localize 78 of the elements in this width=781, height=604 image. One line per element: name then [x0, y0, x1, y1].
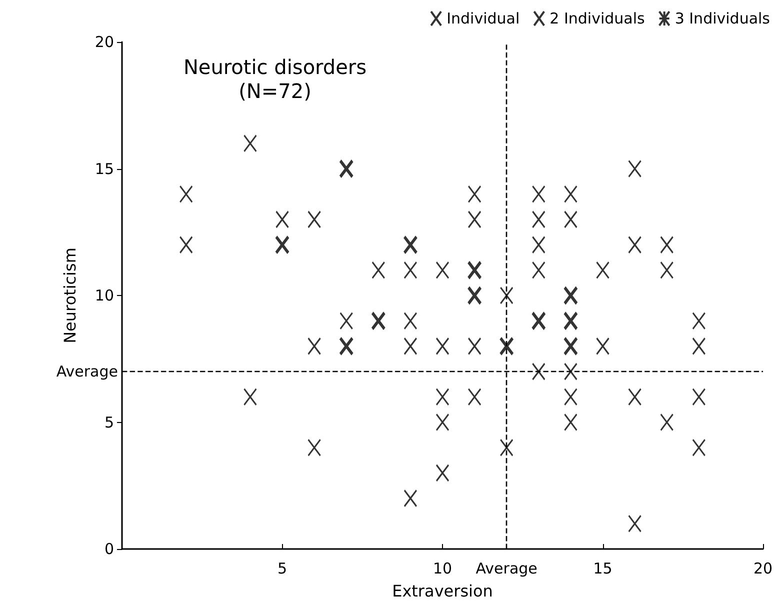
point [628, 388, 642, 406]
x-tick-label: 5 [277, 560, 288, 578]
point [467, 260, 482, 280]
point [338, 159, 354, 178]
point [436, 464, 450, 482]
point [404, 337, 418, 355]
x-tick-label: 15 [593, 560, 612, 578]
point [468, 185, 482, 203]
point [660, 236, 674, 254]
point [532, 210, 546, 228]
point [564, 413, 578, 432]
point [500, 438, 514, 456]
point [436, 413, 450, 432]
point [628, 160, 642, 178]
point [692, 337, 706, 355]
point [308, 438, 322, 456]
point [468, 388, 482, 406]
point [179, 185, 193, 203]
y-tick-label: 15 [94, 160, 114, 178]
point [404, 490, 418, 508]
y-tick-label: 0 [104, 540, 114, 558]
point [564, 388, 578, 406]
point [338, 336, 354, 356]
point [404, 261, 418, 279]
point [563, 286, 578, 305]
point [532, 236, 546, 254]
point [564, 362, 578, 380]
point [660, 413, 674, 432]
point [532, 261, 546, 279]
point [692, 312, 706, 330]
point [596, 261, 610, 279]
point [499, 336, 514, 356]
point [308, 210, 322, 228]
point [660, 261, 674, 279]
point [532, 185, 546, 203]
point [436, 388, 450, 406]
point [500, 286, 514, 304]
y-tick-label: 10 [94, 286, 114, 304]
x-tick-label: 10 [432, 560, 452, 578]
point [564, 185, 578, 203]
ref-line-label: Average [476, 560, 538, 578]
point [275, 210, 290, 228]
point [308, 337, 322, 355]
point [563, 336, 578, 356]
text: Neurotic disorders [183, 55, 367, 79]
point [563, 311, 578, 330]
legend-label: 3 Individuals [674, 10, 770, 28]
y-tick-label: 20 [94, 33, 114, 51]
point [531, 311, 546, 330]
point [692, 438, 706, 456]
point [243, 388, 257, 406]
text: (N=72) [238, 79, 312, 103]
point [370, 311, 386, 330]
point [179, 236, 193, 254]
point [468, 210, 482, 228]
point [564, 210, 578, 228]
point [596, 337, 610, 355]
point [372, 261, 386, 279]
point [274, 235, 290, 254]
point [436, 337, 450, 355]
point [532, 362, 546, 380]
point [628, 514, 642, 532]
point [402, 235, 418, 254]
x-axis-title: Extraversion [392, 582, 493, 600]
point [692, 388, 706, 406]
y-tick-label: 5 [104, 413, 114, 432]
legend-label: 2 Individuals [550, 10, 646, 28]
legend-label: Individual [446, 10, 520, 28]
y-axis-title: Neuroticism [60, 248, 80, 344]
point [467, 286, 482, 305]
point [468, 337, 482, 355]
point [243, 134, 257, 152]
point [340, 312, 354, 330]
point [404, 312, 418, 330]
point [436, 261, 450, 279]
point [628, 236, 642, 254]
x-tick-label: 20 [753, 560, 773, 578]
ref-line-label: Average [56, 362, 118, 381]
